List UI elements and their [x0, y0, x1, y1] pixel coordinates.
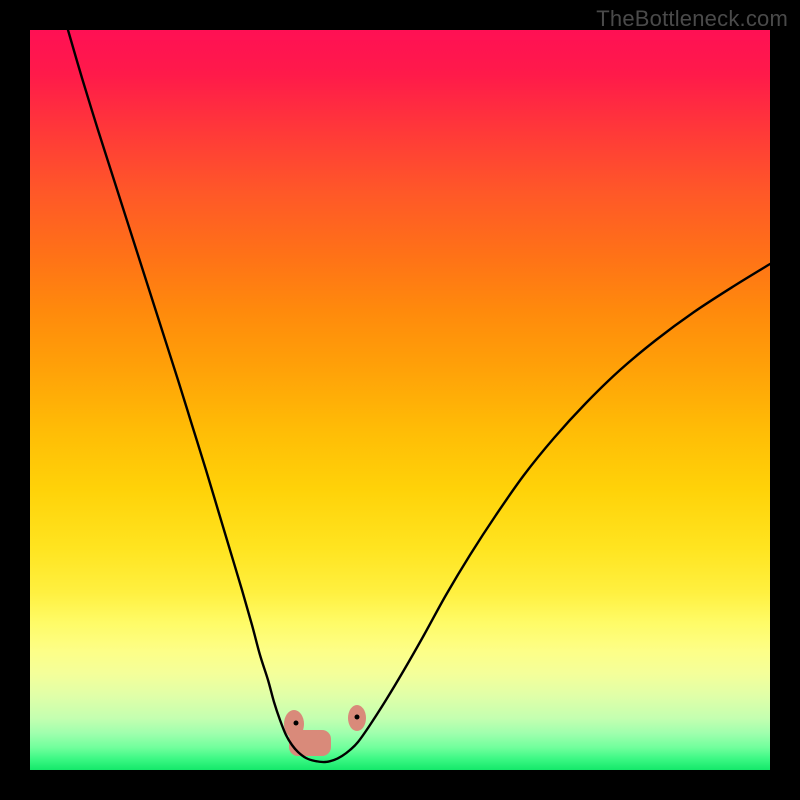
- plot-svg: [30, 30, 770, 770]
- plot-area: [30, 30, 770, 770]
- gradient-background: [30, 30, 770, 770]
- chart-container: TheBottleneck.com: [0, 0, 800, 800]
- watermark-text: TheBottleneck.com: [596, 6, 788, 32]
